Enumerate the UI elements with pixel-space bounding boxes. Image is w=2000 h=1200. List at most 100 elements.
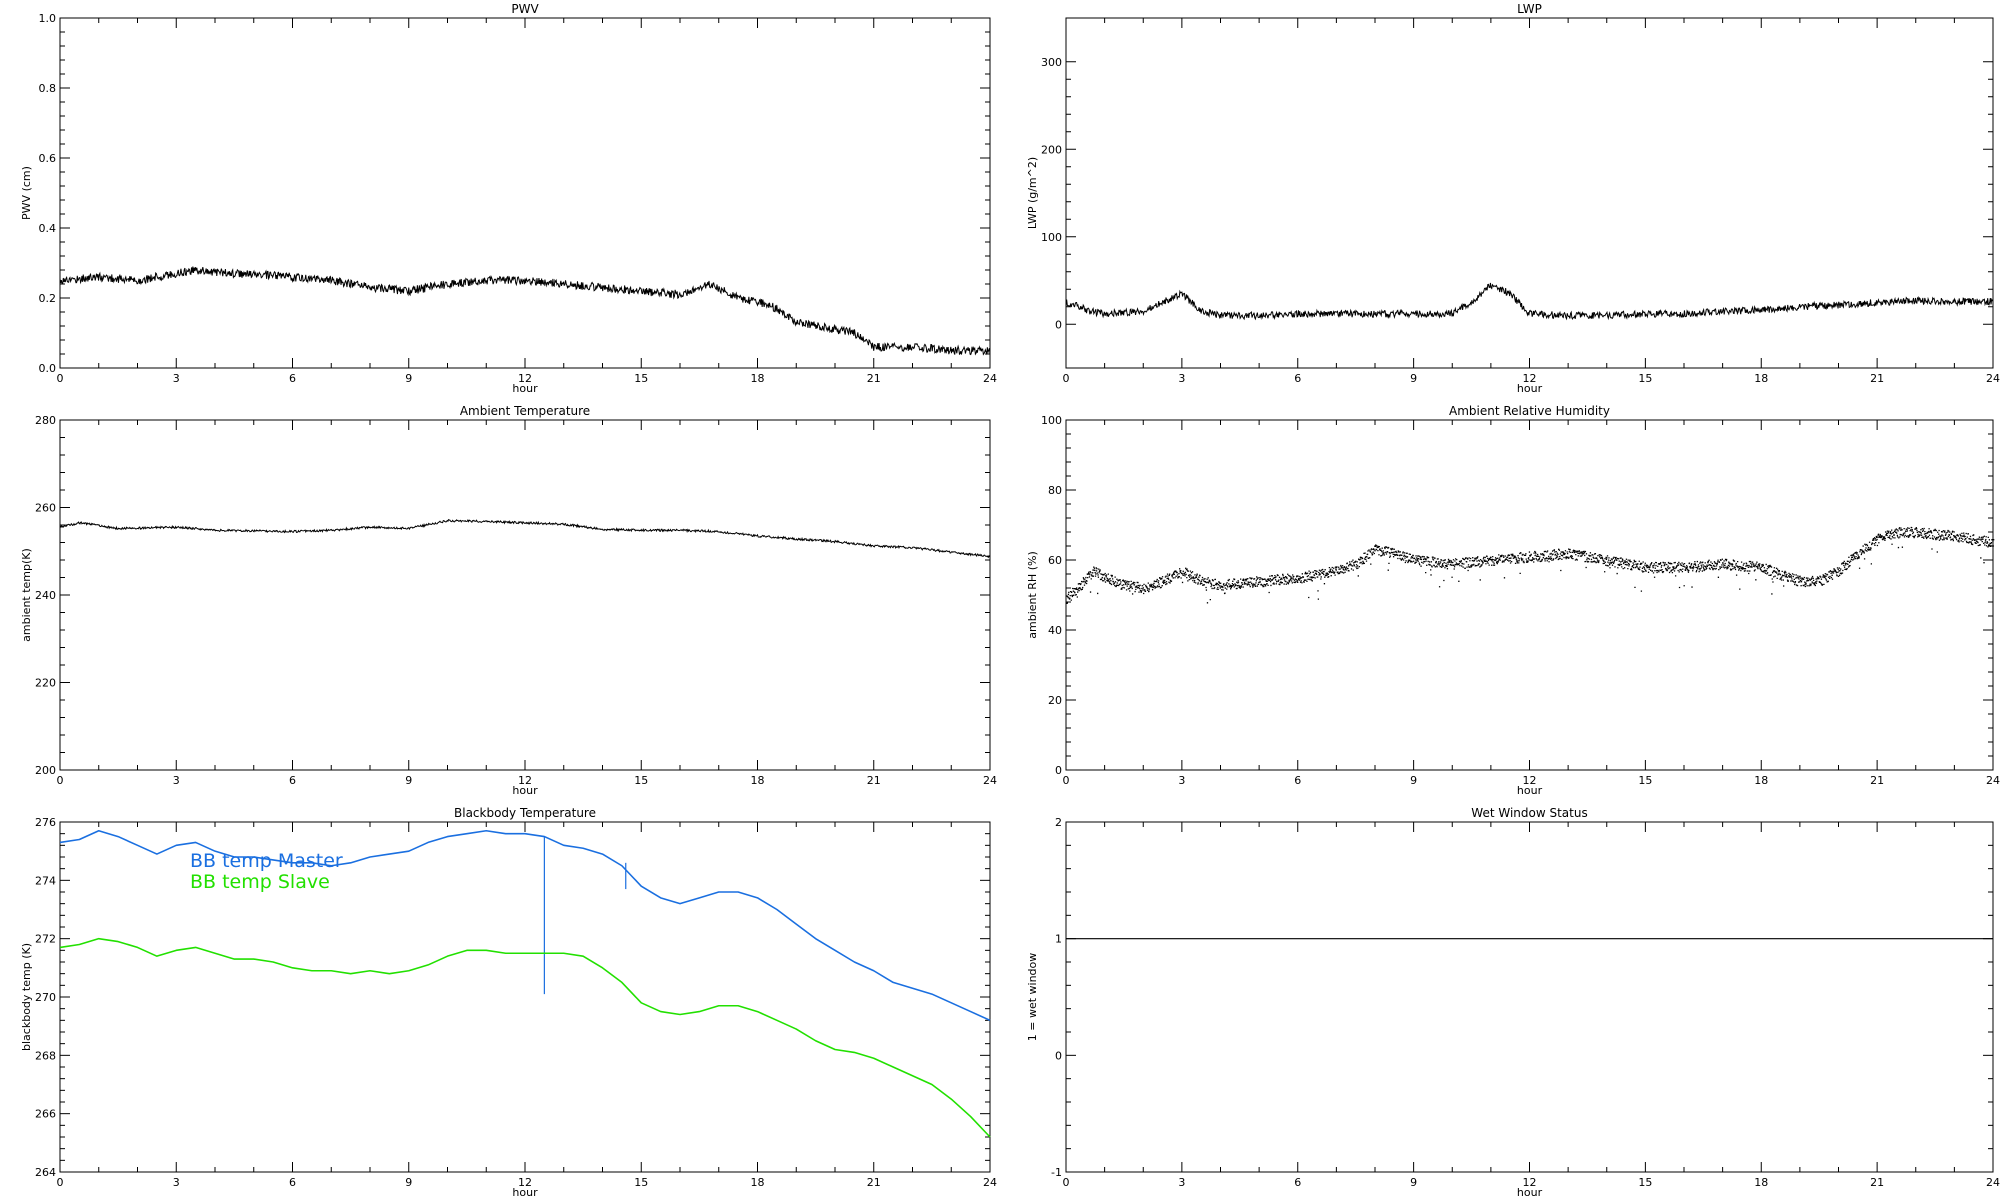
x-tick-label: 18 — [1754, 1176, 1768, 1189]
y-tick-label: 272 — [35, 933, 56, 946]
x-tick-label: 9 — [405, 1176, 412, 1189]
x-tick-label: 9 — [1410, 774, 1417, 787]
x-tick-label: 0 — [57, 1176, 64, 1189]
x-axis-label: hour — [512, 382, 538, 395]
x-tick-label: 15 — [1638, 774, 1652, 787]
y-tick-label: 40 — [1048, 624, 1062, 637]
x-tick-label: 6 — [1294, 372, 1301, 385]
x-axis-label: hour — [1517, 382, 1543, 395]
y-tick-label: 220 — [35, 677, 56, 690]
chart-title: Ambient Relative Humidity — [1449, 404, 1610, 418]
x-tick-label: 24 — [1986, 1176, 2000, 1189]
x-tick-label: 3 — [173, 1176, 180, 1189]
chart-panel-3: Ambient Temperature 0 3 6 9 12 15 18 21 24 hour 200… — [20, 404, 997, 797]
chart-panel-2: LWP 0 3 6 9 12 15 18 21 24 hour 0 100 200 300 LWP (g/m^… — [1026, 2, 2000, 395]
x-axis-label: hour — [1517, 784, 1543, 797]
x-tick-label: 6 — [289, 372, 296, 385]
x-axis-label: hour — [1517, 1186, 1543, 1199]
x-tick-label: 12 — [518, 372, 532, 385]
x-tick-label: 24 — [1986, 774, 2000, 787]
y-axis-label: 1 = wet window — [1026, 953, 1039, 1042]
x-tick-label: 6 — [1294, 774, 1301, 787]
y-tick-label: 280 — [35, 414, 56, 427]
y-tick-label: 1 — [1055, 933, 1062, 946]
x-tick-label: 21 — [1870, 372, 1884, 385]
y-axis-label: ambient temp(K) — [20, 548, 33, 642]
x-tick-label: 3 — [1178, 372, 1185, 385]
x-tick-label: 15 — [634, 372, 648, 385]
y-tick-label: 0.8 — [39, 82, 57, 95]
y-tick-label: 274 — [35, 874, 56, 887]
x-tick-label: 18 — [751, 372, 765, 385]
y-tick-label: 0.6 — [39, 152, 57, 165]
series-line-bb-temp-slave — [59, 937, 991, 1138]
y-tick-label: 20 — [1048, 694, 1062, 707]
x-tick-label: 12 — [1523, 774, 1537, 787]
chart-panel-1: PWV 0 3 6 9 12 15 18 21 24 hour 0.0 0.2 0.4 0.6 0.8 1.0 P… — [20, 2, 997, 395]
y-tick-label: 260 — [35, 502, 56, 515]
y-tick-label: 266 — [35, 1108, 56, 1121]
x-tick-label: 3 — [1178, 1176, 1185, 1189]
y-tick-label: 60 — [1048, 554, 1062, 567]
series-line-panel-3 — [59, 518, 991, 559]
y-tick-label: 264 — [35, 1166, 56, 1179]
x-tick-label: 24 — [983, 1176, 997, 1189]
y-tick-label: 200 — [1041, 143, 1062, 156]
x-tick-label: 18 — [751, 774, 765, 787]
x-tick-label: 18 — [751, 1176, 765, 1189]
x-tick-label: 12 — [518, 774, 532, 787]
x-tick-label: 24 — [983, 774, 997, 787]
chart-title: Wet Window Status — [1471, 806, 1587, 820]
x-tick-label: 0 — [57, 372, 64, 385]
x-tick-label: 24 — [983, 372, 997, 385]
x-tick-label: 12 — [1523, 372, 1537, 385]
x-tick-label: 21 — [867, 774, 881, 787]
chart-panel-5: Blackbody Temperature 0 3 6 9 12 15 18 21 24 hour 2… — [20, 806, 997, 1199]
y-axis-label: LWP (g/m^2) — [1026, 157, 1039, 229]
x-tick-label: 21 — [1870, 774, 1884, 787]
x-tick-label: 0 — [1063, 372, 1070, 385]
y-tick-label: 200 — [35, 764, 56, 777]
y-axis-label: ambient RH (%) — [1026, 551, 1039, 639]
y-tick-label: 1.0 — [39, 12, 57, 25]
x-tick-label: 6 — [289, 774, 296, 787]
y-tick-label: 80 — [1048, 484, 1062, 497]
plot-frame — [1065, 821, 1994, 1173]
y-axis-label: blackbody temp (K) — [20, 943, 33, 1051]
plot-frame — [1065, 419, 1994, 771]
y-tick-label: 0 — [1055, 1049, 1062, 1062]
x-tick-label: 3 — [173, 774, 180, 787]
x-tick-label: 9 — [405, 774, 412, 787]
y-tick-label: 100 — [1041, 231, 1062, 244]
series-line-panel-1 — [59, 266, 991, 356]
plot-frame — [59, 17, 991, 369]
x-tick-label: 15 — [1638, 372, 1652, 385]
series-line-bb-temp-master — [59, 829, 991, 1022]
x-tick-label: 15 — [1638, 1176, 1652, 1189]
x-tick-label: 9 — [405, 372, 412, 385]
x-tick-label: 18 — [1754, 372, 1768, 385]
x-tick-label: 3 — [1178, 774, 1185, 787]
x-tick-label: 15 — [634, 774, 648, 787]
y-tick-label: 300 — [1041, 56, 1062, 69]
x-tick-label: 0 — [1063, 1176, 1070, 1189]
x-tick-label: 15 — [634, 1176, 648, 1189]
y-tick-label: 100 — [1041, 414, 1062, 427]
plot-frame — [59, 419, 991, 771]
chart-title: LWP — [1517, 2, 1542, 16]
x-tick-label: 21 — [1870, 1176, 1884, 1189]
y-axis-label: PWV (cm) — [20, 166, 33, 220]
y-tick-label: 2 — [1055, 816, 1062, 829]
legend-entry: BB temp Slave — [190, 871, 330, 893]
y-tick-label: 240 — [35, 589, 56, 602]
x-tick-label: 9 — [1410, 1176, 1417, 1189]
y-tick-label: 0.4 — [39, 222, 57, 235]
chart-title: Blackbody Temperature — [454, 806, 596, 820]
y-tick-label: 0 — [1055, 764, 1062, 777]
x-tick-label: 12 — [518, 1176, 532, 1189]
y-tick-label: 270 — [35, 991, 56, 1004]
y-tick-label: 276 — [35, 816, 56, 829]
chart-title: PWV — [511, 2, 539, 16]
